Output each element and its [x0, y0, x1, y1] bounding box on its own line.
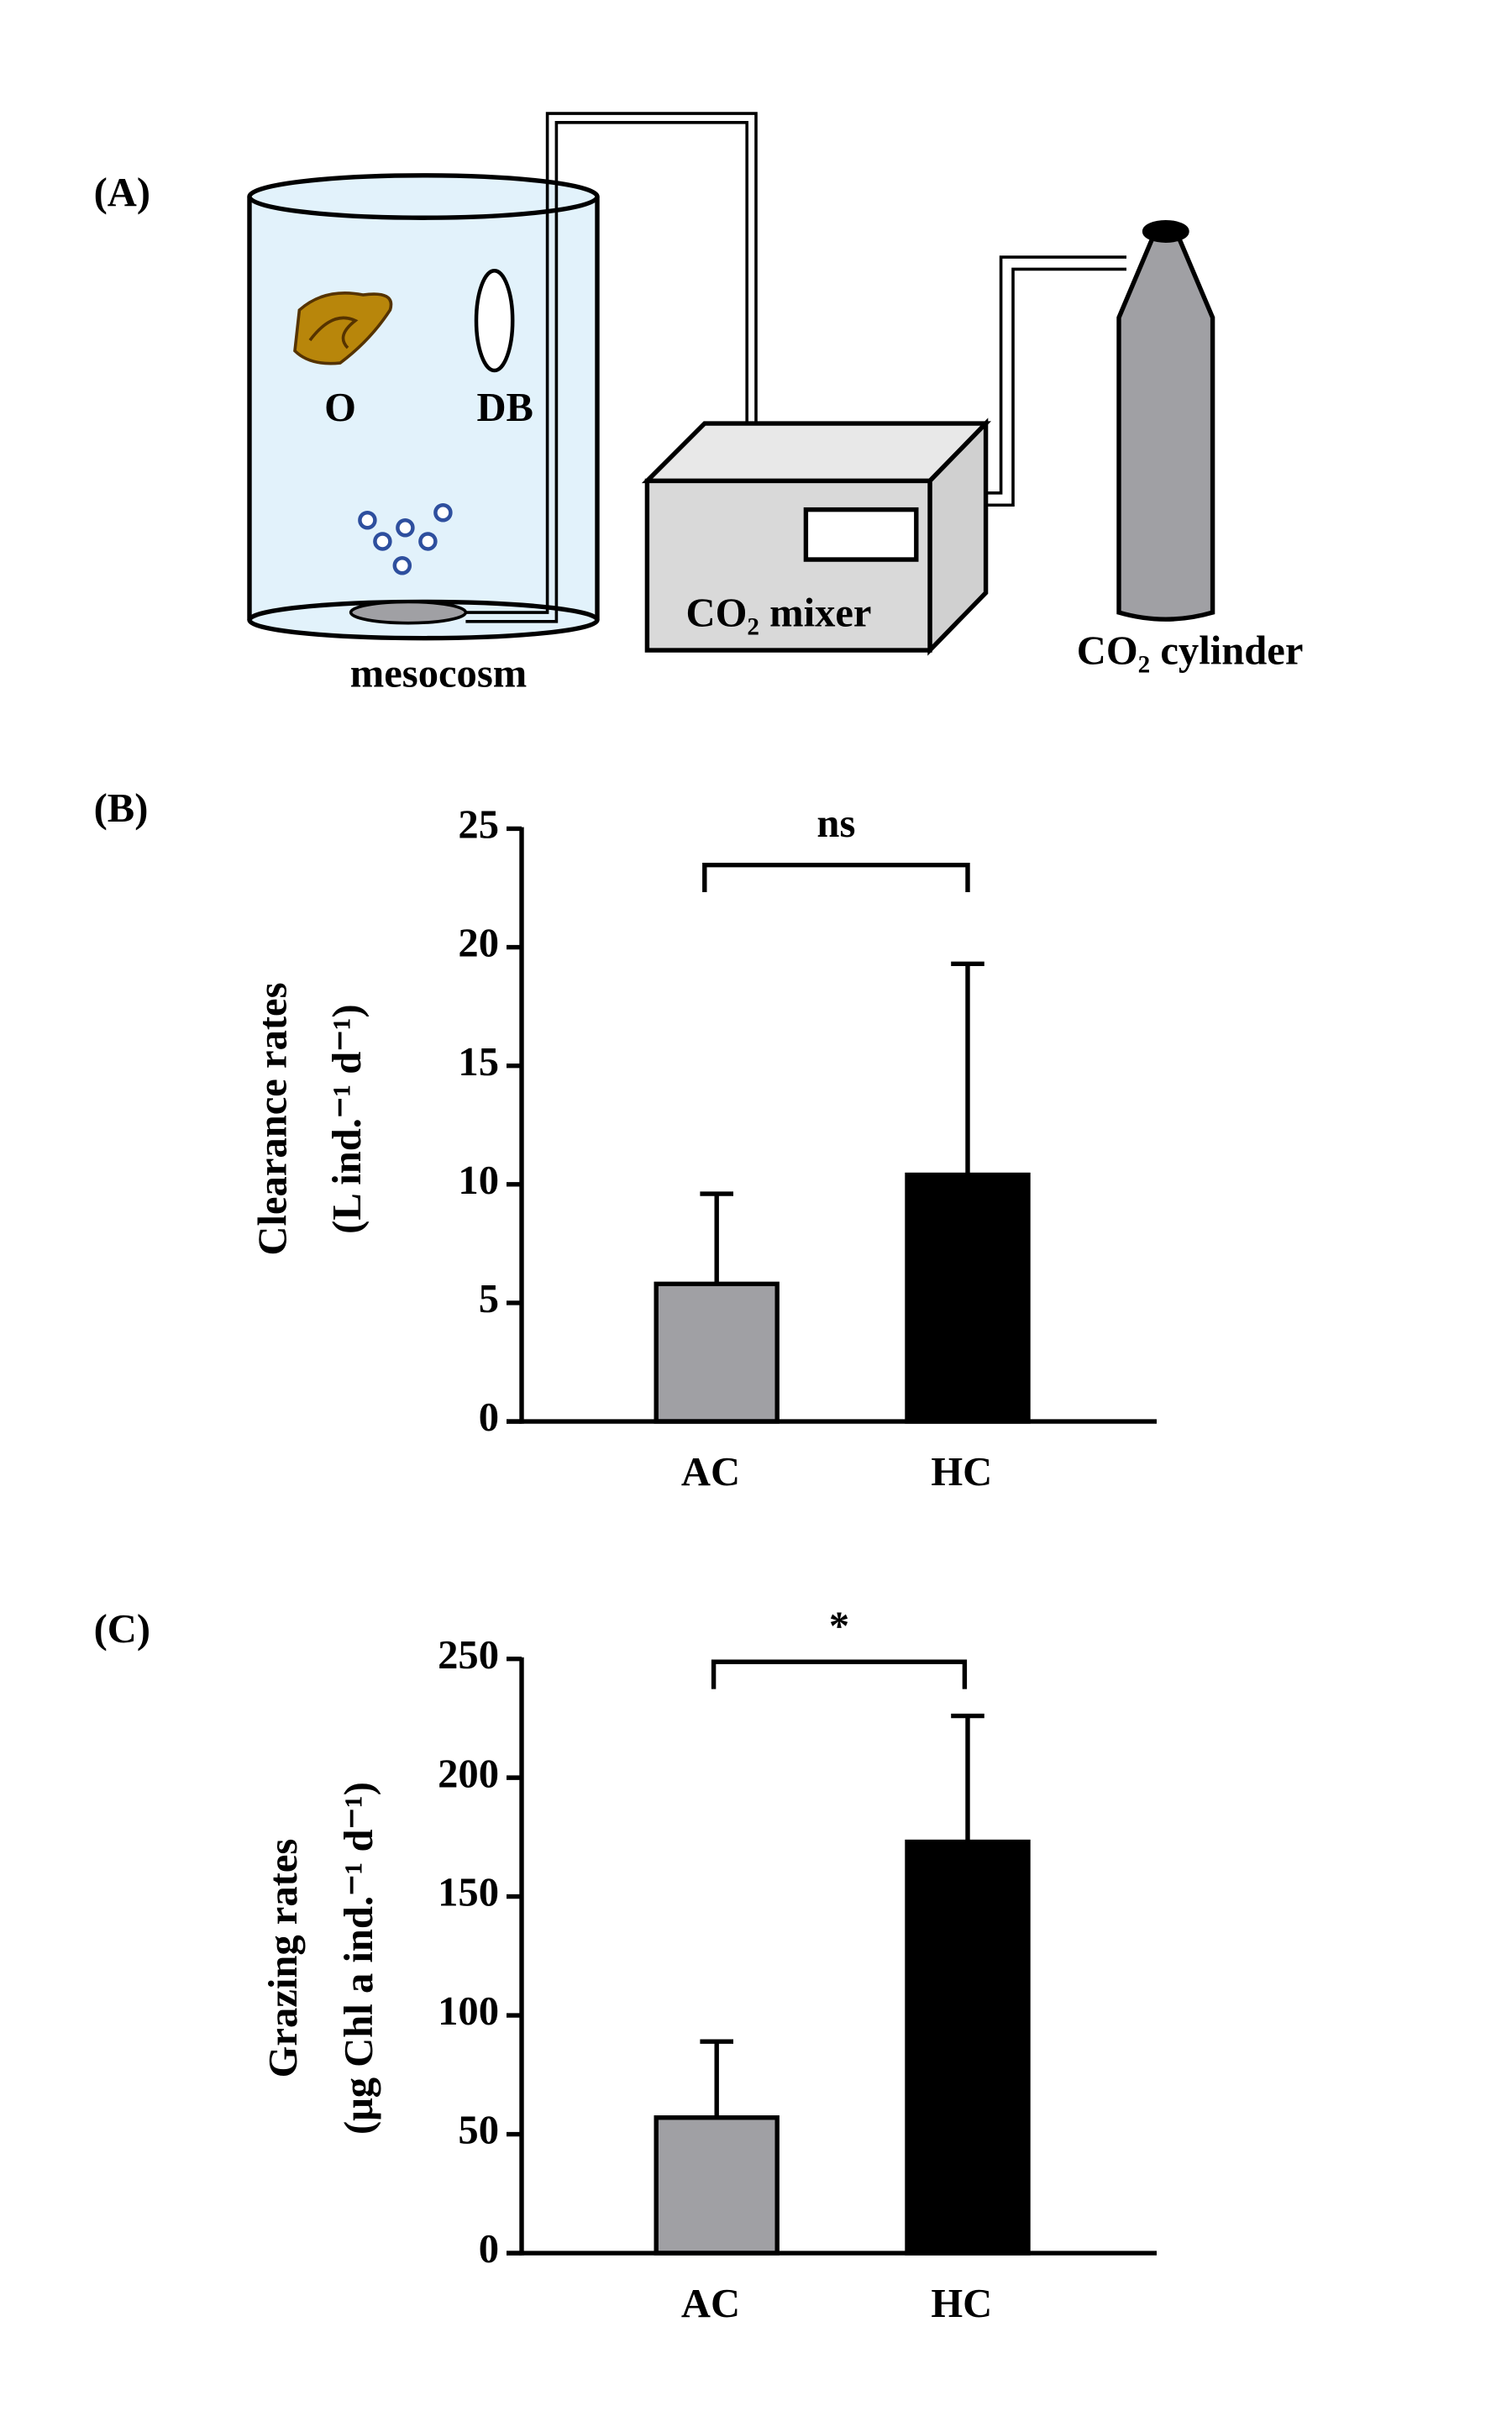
- tank-water: [249, 197, 597, 621]
- bar: [905, 1172, 1031, 1424]
- cylinder-tube: [985, 267, 1126, 507]
- y-tick-label: 100: [438, 1988, 499, 2034]
- x-tick-label: AC: [681, 1449, 740, 1494]
- cylinder-tube: [985, 255, 1126, 495]
- x-tick-label: HC: [931, 2281, 992, 2326]
- dialysis-bag: [474, 268, 515, 373]
- significance-label: *: [829, 1604, 849, 1649]
- mixer-screen: [803, 507, 919, 562]
- y-axis-label: (L ind.⁻¹ d⁻¹): [324, 1004, 370, 1234]
- cylinder-valve: [1142, 219, 1189, 243]
- gas-tube: [465, 121, 748, 623]
- tank-top: [247, 173, 600, 220]
- y-tick-label: 0: [479, 2226, 499, 2272]
- y-tick-label: 10: [458, 1158, 499, 1203]
- y-tick-label: 15: [458, 1039, 499, 1085]
- oyster-label: O: [324, 385, 356, 430]
- y-tick-label: 50: [458, 2108, 499, 2153]
- y-axis-label: Clearance rates: [250, 982, 296, 1255]
- bar: [654, 2115, 780, 2256]
- y-tick-label: 0: [479, 1395, 499, 1440]
- y-axis-label: (μg Chl a ind.⁻¹ d⁻¹): [336, 1782, 381, 2135]
- mixer-top: [641, 421, 991, 484]
- cylinder-label: CO₂ cylinder: [1077, 628, 1304, 674]
- bag-label: DB: [476, 385, 533, 430]
- significance-label: ns: [816, 801, 855, 846]
- oyster-shell-line: [308, 316, 359, 349]
- x-tick-label: HC: [931, 1449, 992, 1494]
- bubbles: [358, 502, 453, 575]
- significance-bracket: [702, 862, 970, 893]
- oyster: [293, 292, 393, 365]
- y-tick-label: 5: [479, 1276, 499, 1321]
- air-stone: [349, 600, 468, 625]
- y-tick-label: 150: [438, 1870, 499, 1915]
- y-tick-label: 250: [438, 1632, 499, 1678]
- y-tick-label: 20: [458, 921, 499, 966]
- tank-label: mesocosm: [350, 651, 528, 696]
- panel-label: (B): [94, 785, 149, 831]
- y-tick-label: 25: [458, 802, 499, 848]
- bar: [654, 1281, 780, 1424]
- mixer-label: CO₂ mixer: [685, 591, 871, 636]
- bar: [905, 1839, 1031, 2256]
- gas-tube: [465, 112, 758, 614]
- setup-diagram: [247, 112, 1215, 656]
- y-tick-label: 200: [438, 1751, 499, 1796]
- x-tick-label: AC: [681, 2281, 740, 2326]
- panel-label: (C): [94, 1606, 150, 1652]
- gas-cylinder: [1116, 236, 1215, 622]
- y-axis-label: Grazing rates: [260, 1839, 306, 2078]
- panel-label: (A): [94, 170, 150, 215]
- significance-bracket: [711, 1659, 968, 1689]
